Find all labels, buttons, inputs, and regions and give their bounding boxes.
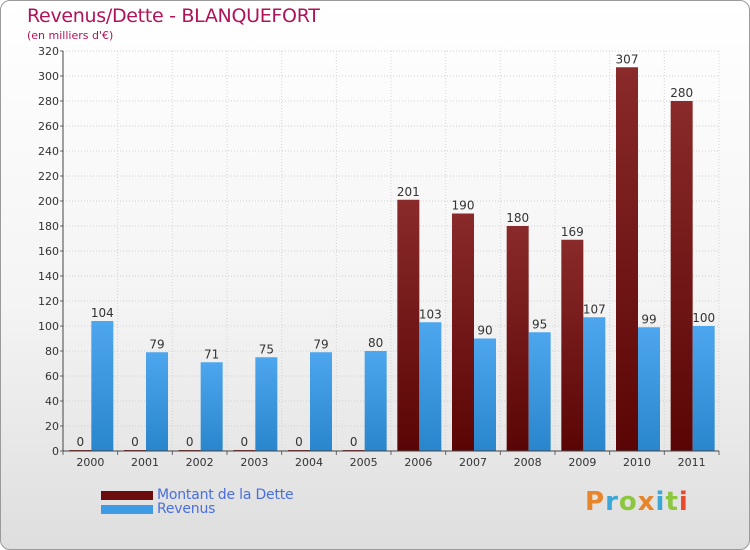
data-label: 90	[477, 324, 492, 338]
y-tick-label: 140	[38, 270, 59, 283]
bar-dette	[397, 199, 420, 451]
y-tick-label: 100	[38, 320, 59, 333]
legend-swatch-dette	[101, 490, 153, 500]
bar-dette	[561, 239, 584, 451]
data-label: 79	[149, 337, 164, 351]
legend-label-revenus: Revenus	[157, 501, 216, 517]
y-tick-label: 280	[38, 95, 59, 108]
y-tick-label: 160	[38, 245, 59, 258]
bar-revenus	[474, 338, 496, 451]
logo-letter: r	[605, 487, 619, 517]
bar-dette	[670, 101, 693, 451]
bar-revenus	[419, 322, 442, 451]
data-label: 0	[131, 435, 139, 449]
x-tick-label: 2005	[350, 456, 378, 469]
logo-letter: t	[665, 487, 679, 517]
y-tick-label: 200	[38, 195, 59, 208]
data-label: 99	[641, 312, 656, 326]
data-label: 100	[692, 311, 715, 325]
data-label: 0	[295, 435, 303, 449]
proxiti-logo: Proxiti	[585, 487, 689, 517]
x-tick-label: 2010	[623, 456, 651, 469]
data-label: 0	[186, 435, 194, 449]
chart-title: Revenus/Dette - BLANQUEFORT	[27, 5, 320, 27]
legend-swatch-revenus	[101, 504, 153, 514]
logo-letter: P	[585, 487, 606, 517]
y-tick-label: 180	[38, 220, 59, 233]
y-tick-label: 0	[52, 445, 59, 458]
bar-revenus	[200, 362, 223, 451]
bar-dette	[452, 213, 474, 451]
x-tick-label: 2003	[240, 456, 268, 469]
bar-revenus	[638, 327, 660, 451]
y-tick-label: 60	[45, 370, 59, 383]
bar-revenus	[364, 351, 387, 451]
x-tick-label: 2006	[404, 456, 432, 469]
y-tick-label: 120	[38, 295, 59, 308]
data-label: 0	[77, 435, 85, 449]
x-tick-label: 2008	[514, 456, 542, 469]
bar-dette	[616, 67, 638, 451]
y-tick-label: 240	[38, 145, 59, 158]
x-tick-label: 2002	[186, 456, 214, 469]
bar-dette	[506, 226, 529, 451]
data-label: 307	[616, 52, 639, 66]
data-label: 201	[397, 185, 420, 199]
legend-label-dette: Montant de la Dette	[157, 487, 294, 503]
data-label: 71	[204, 347, 219, 361]
logo-letter: x	[637, 487, 656, 517]
chart-subtitle: (en milliers d'€)	[27, 29, 114, 42]
data-label: 190	[452, 199, 475, 213]
data-label: 104	[91, 306, 114, 320]
y-tick-label: 260	[38, 120, 59, 133]
y-tick-label: 320	[38, 45, 59, 58]
data-label: 75	[259, 342, 274, 356]
data-label: 0	[350, 435, 358, 449]
y-tick-label: 40	[45, 395, 59, 408]
data-label: 103	[419, 307, 442, 321]
data-label: 79	[313, 337, 328, 351]
bar-revenus	[310, 352, 332, 451]
legend-item-revenus: Revenus	[101, 501, 216, 517]
logo-letter: i	[678, 487, 689, 517]
x-tick-label: 2004	[295, 456, 323, 469]
y-tick-label: 300	[38, 70, 59, 83]
x-tick-label: 2009	[568, 456, 596, 469]
data-label: 0	[241, 435, 249, 449]
bar-revenus	[255, 357, 278, 451]
bar-revenus	[91, 321, 114, 451]
x-tick-label: 2001	[131, 456, 159, 469]
logo-letter: i	[655, 487, 666, 517]
y-tick-label: 20	[45, 420, 59, 433]
data-label: 80	[368, 336, 383, 350]
x-tick-label: 2011	[678, 456, 706, 469]
bar-revenus	[583, 317, 606, 451]
legend-item-dette: Montant de la Dette	[101, 487, 294, 503]
bar-revenus	[528, 332, 551, 451]
data-label: 280	[670, 86, 693, 100]
data-label: 180	[506, 211, 529, 225]
y-tick-label: 220	[38, 170, 59, 183]
data-label: 107	[583, 302, 606, 316]
data-label: 95	[532, 317, 547, 331]
bar-revenus	[146, 352, 168, 451]
logo-letter: o	[618, 487, 638, 517]
y-tick-label: 80	[45, 345, 59, 358]
x-tick-label: 2000	[76, 456, 104, 469]
data-label: 169	[561, 225, 584, 239]
bar-revenus	[692, 326, 715, 451]
x-tick-label: 2007	[459, 456, 487, 469]
